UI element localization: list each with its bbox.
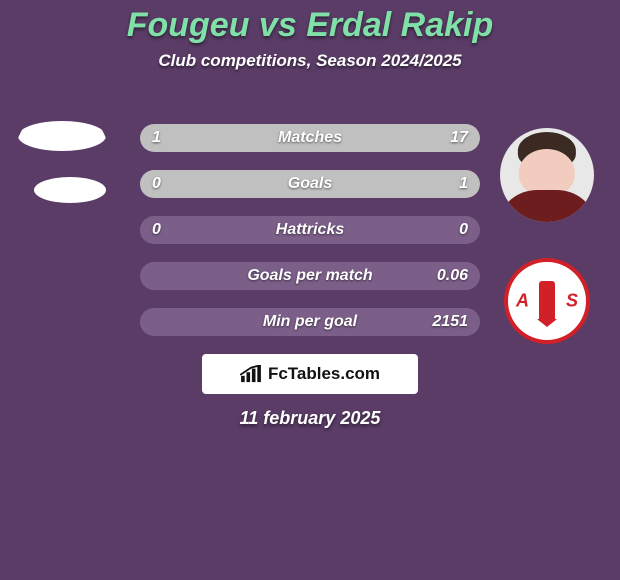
stat-label: Matches [278, 129, 342, 147]
date-label: 11 february 2025 [0, 408, 620, 429]
avatar-ellipse-2 [34, 177, 106, 203]
stat-row: Min per goal 2151 [140, 308, 480, 336]
content-area: Fougeu vs Erdal Rakip Club competitions,… [0, 0, 620, 440]
avatar-ellipse-1 [18, 121, 106, 151]
stat-row: 1 Matches 17 [140, 124, 480, 152]
stat-left-value: 1 [152, 129, 161, 147]
stat-label: Goals per match [247, 267, 372, 285]
stat-row: 0 Hattricks 0 [140, 216, 480, 244]
badge-letter-left: A [516, 291, 529, 312]
stat-right-value: 2151 [432, 313, 468, 331]
player-right-avatar [500, 128, 594, 222]
comparison-bars: 1 Matches 17 0 Goals 1 0 Hattricks 0 Goals per ma… [140, 124, 480, 336]
stat-right-value: 0.06 [437, 267, 468, 285]
stat-right-value: 17 [450, 129, 468, 147]
club-badge-right: A S [504, 258, 590, 344]
badge-letter-right: S [566, 291, 578, 312]
stat-right-value: 0 [459, 221, 468, 239]
stat-row: Goals per match 0.06 [140, 262, 480, 290]
comparison-card: Fougeu vs Erdal Rakip Club competitions,… [0, 0, 620, 580]
brand-label: FcTables.com [268, 364, 380, 384]
subtitle: Club competitions, Season 2024/2025 [0, 51, 620, 71]
brand-box[interactable]: FcTables.com [202, 354, 418, 394]
player-right-face [519, 149, 575, 196]
stat-left-value: 0 [152, 221, 161, 239]
stat-right-value: 1 [459, 175, 468, 193]
player-left-avatar-placeholder [12, 104, 112, 234]
stat-row: 0 Goals 1 [140, 170, 480, 198]
stat-label: Min per goal [263, 313, 357, 331]
page-title: Fougeu vs Erdal Rakip [0, 0, 620, 45]
chart-icon [240, 365, 262, 383]
badge-tower-icon [539, 281, 555, 321]
stat-label: Goals [288, 175, 332, 193]
stat-label: Hattricks [276, 221, 344, 239]
player-right-shirt [500, 190, 594, 222]
stat-left-value: 0 [152, 175, 161, 193]
